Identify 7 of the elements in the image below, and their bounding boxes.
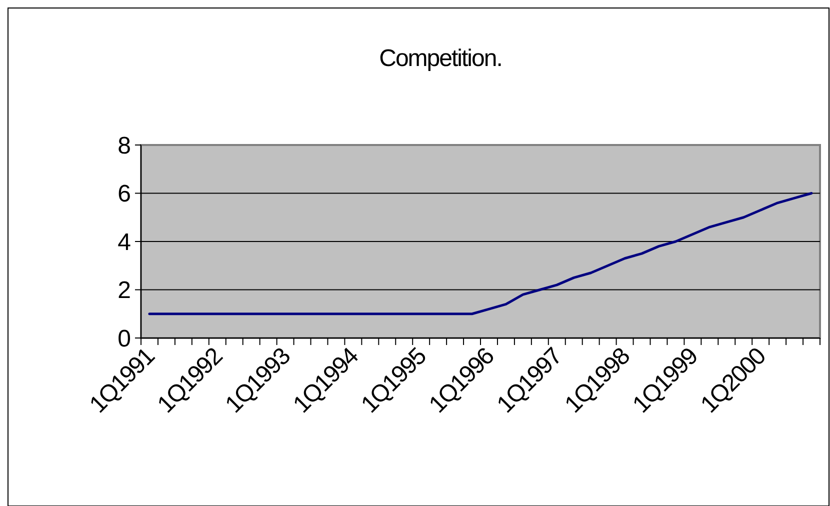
y-tick-label: 6 [118,180,131,208]
line-series [148,192,813,316]
y-tick-label: 4 [118,228,131,256]
y-tick-label: 2 [118,277,131,304]
chart-title: Competition. [379,45,502,72]
y-tick-label: 0 [118,325,131,352]
y-tick-label: 8 [118,132,131,160]
